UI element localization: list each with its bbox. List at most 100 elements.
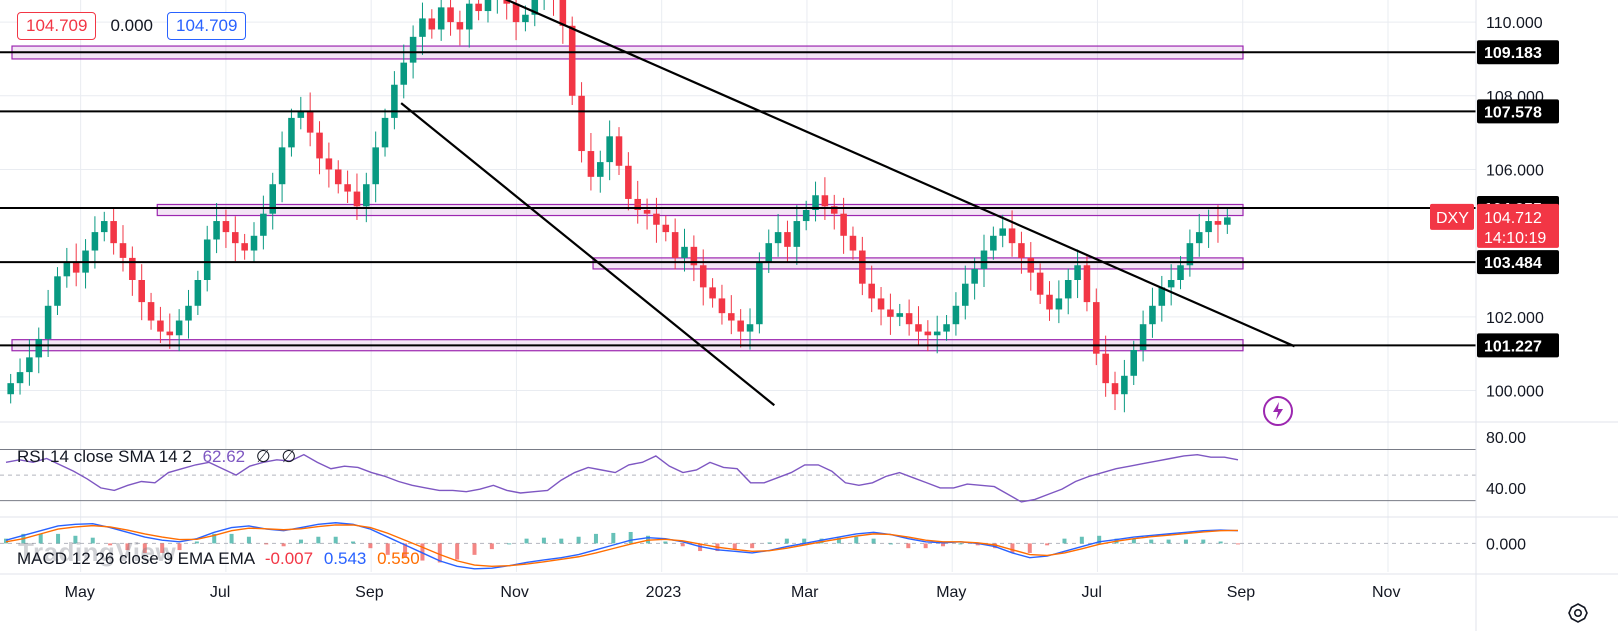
candle-body (1111, 383, 1119, 395)
candle-body (961, 283, 969, 306)
candle-body (1083, 265, 1091, 303)
candle-body (35, 338, 43, 358)
change-value: 0.000 (110, 16, 153, 35)
candle-body (269, 184, 277, 214)
rsi-legend-name: RSI 14 close SMA 14 2 (17, 447, 192, 466)
candle-body (157, 320, 164, 332)
macd-histogram-bar (108, 543, 113, 546)
candle-body (1224, 217, 1231, 225)
horizontal-level-lines[interactable] (0, 51, 1476, 347)
candle-body (924, 331, 932, 336)
signal-line (5, 524, 1239, 567)
time-tick-label: Sep (355, 584, 384, 601)
macd-histogram-bar (1097, 535, 1102, 544)
macd-histogram-bar (854, 536, 859, 544)
candle-body (1064, 280, 1072, 299)
macd-histogram-bar (576, 536, 581, 544)
candle-body (933, 331, 941, 336)
macd-histogram-bar (663, 541, 668, 544)
macd-histogram-bar (941, 543, 946, 547)
macd-histogram-bar (212, 533, 217, 544)
macd-histogram-bar (351, 541, 356, 544)
candle-body (72, 261, 80, 273)
macd-histogram-bar (1027, 543, 1032, 553)
rsi-legend-extra-2: ∅ (281, 447, 297, 466)
settings-gear-icon[interactable] (1567, 602, 1589, 624)
price-tick-label: 110.000 (1486, 15, 1543, 32)
candle-body (363, 184, 370, 207)
candle-body (409, 36, 417, 63)
candle-body (849, 235, 857, 251)
candle-body (26, 357, 33, 373)
candle-body (447, 7, 454, 23)
macd-histogram-bar (142, 543, 147, 553)
macd-histogram-bar (455, 543, 460, 560)
candle-body (316, 132, 323, 159)
candle-body (728, 313, 735, 321)
rsi-legend[interactable]: RSI 14 close SMA 14 2 62.62 ∅ ∅ (17, 447, 296, 467)
time-tick-label: Nov (500, 584, 528, 601)
macd-histogram-bar (836, 537, 841, 544)
level-badge (1477, 40, 1559, 65)
candle-body (353, 191, 361, 207)
macd-histogram-bar (1218, 541, 1223, 544)
candle-body (54, 276, 61, 306)
macd-histogram-bar (680, 543, 685, 547)
candlestick-series (7, 0, 1231, 413)
trendline-1[interactable] (474, 0, 1295, 348)
trendline-0[interactable] (400, 102, 776, 407)
ohlc-legend: 104.709 0.000 104.709 (17, 12, 247, 40)
candle-body (194, 280, 202, 306)
time-tick-label: May (936, 584, 966, 601)
candle-body (1167, 280, 1175, 288)
macd-histogram-bar (194, 541, 199, 544)
candle-body (699, 265, 707, 288)
candle-body (568, 25, 576, 96)
candle-body (1046, 294, 1053, 310)
macd-histogram-bar (1149, 539, 1154, 544)
macd-histogram-bar (993, 543, 998, 549)
level-badge-label: 103.484 (1484, 255, 1542, 272)
macd-legend-value-1: -0.007 (264, 549, 314, 568)
macd-histogram-bar (784, 538, 789, 544)
candle-body (391, 84, 398, 118)
candle-body (185, 305, 192, 321)
candle-body (887, 309, 894, 317)
macd-histogram-bar (541, 537, 546, 544)
zone-2[interactable] (592, 257, 1244, 270)
level-badge (1477, 99, 1559, 124)
macd-histogram-bar (975, 543, 980, 546)
rsi-legend-extra-1: ∅ (255, 447, 271, 466)
macd-legend[interactable]: MACD 12 26 close 9 EMA EMA -0.007 0.543 … (17, 549, 420, 569)
candle-body (737, 320, 744, 332)
macd-histogram-bar (160, 543, 165, 553)
candle-body (840, 213, 847, 236)
zone-1[interactable] (156, 203, 1244, 217)
macd-legend-name: MACD 12 26 close 9 EMA EMA (17, 549, 255, 568)
macd-histogram-bar (819, 538, 824, 544)
time-tick-label: Jul (1081, 584, 1101, 601)
trendlines[interactable] (400, 0, 1295, 407)
candle-body (522, 14, 529, 23)
macd-histogram-bar (611, 532, 616, 544)
macd-histogram-bar (489, 543, 494, 550)
candle-body (306, 110, 314, 133)
candle-body (1158, 287, 1166, 306)
candle-body (821, 195, 829, 207)
candle-body (232, 232, 239, 244)
candle-body (1214, 221, 1222, 225)
candle-body (625, 165, 632, 199)
lightning-icon[interactable] (1263, 396, 1293, 426)
candle-body (138, 280, 145, 303)
macd-histogram-bar (767, 542, 772, 544)
rsi-tick-label: 40.00 (1486, 481, 1526, 498)
macd-histogram-bar (923, 543, 928, 549)
candle-body (400, 62, 408, 85)
candle-body (1130, 350, 1138, 376)
candle-body (203, 239, 211, 280)
macd-histogram-bar (298, 539, 303, 544)
level-badge (1477, 333, 1559, 358)
candle-body (812, 195, 819, 210)
